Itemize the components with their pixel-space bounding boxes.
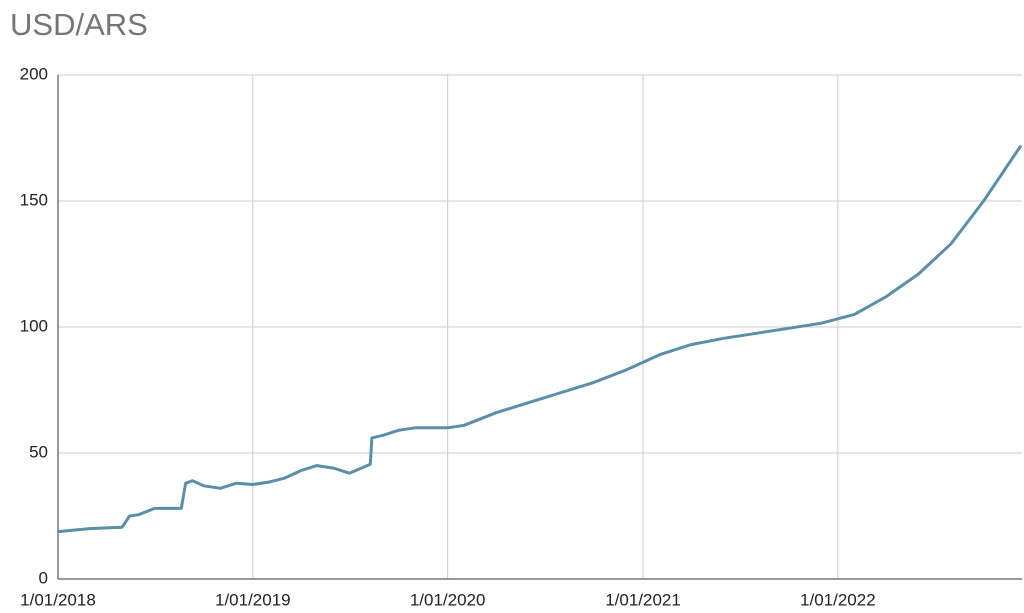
y-tick-label: 0 bbox=[39, 568, 48, 587]
y-tick-label: 100 bbox=[20, 316, 48, 335]
line bbox=[57, 144, 1023, 534]
y-tick-label: 50 bbox=[29, 442, 48, 461]
chart-title: USD/ARS bbox=[10, 7, 148, 42]
x-tick-label: 1/01/2021 bbox=[605, 590, 681, 609]
x-tick-label: 1/01/2018 bbox=[20, 590, 96, 609]
x-tick-label: 1/01/2022 bbox=[800, 590, 876, 609]
x-tick-label: 1/01/2019 bbox=[215, 590, 291, 609]
x-tick-label: 1/01/2020 bbox=[410, 590, 486, 609]
y-tick-label: 200 bbox=[20, 64, 48, 83]
y-tick-label: 150 bbox=[20, 190, 48, 209]
